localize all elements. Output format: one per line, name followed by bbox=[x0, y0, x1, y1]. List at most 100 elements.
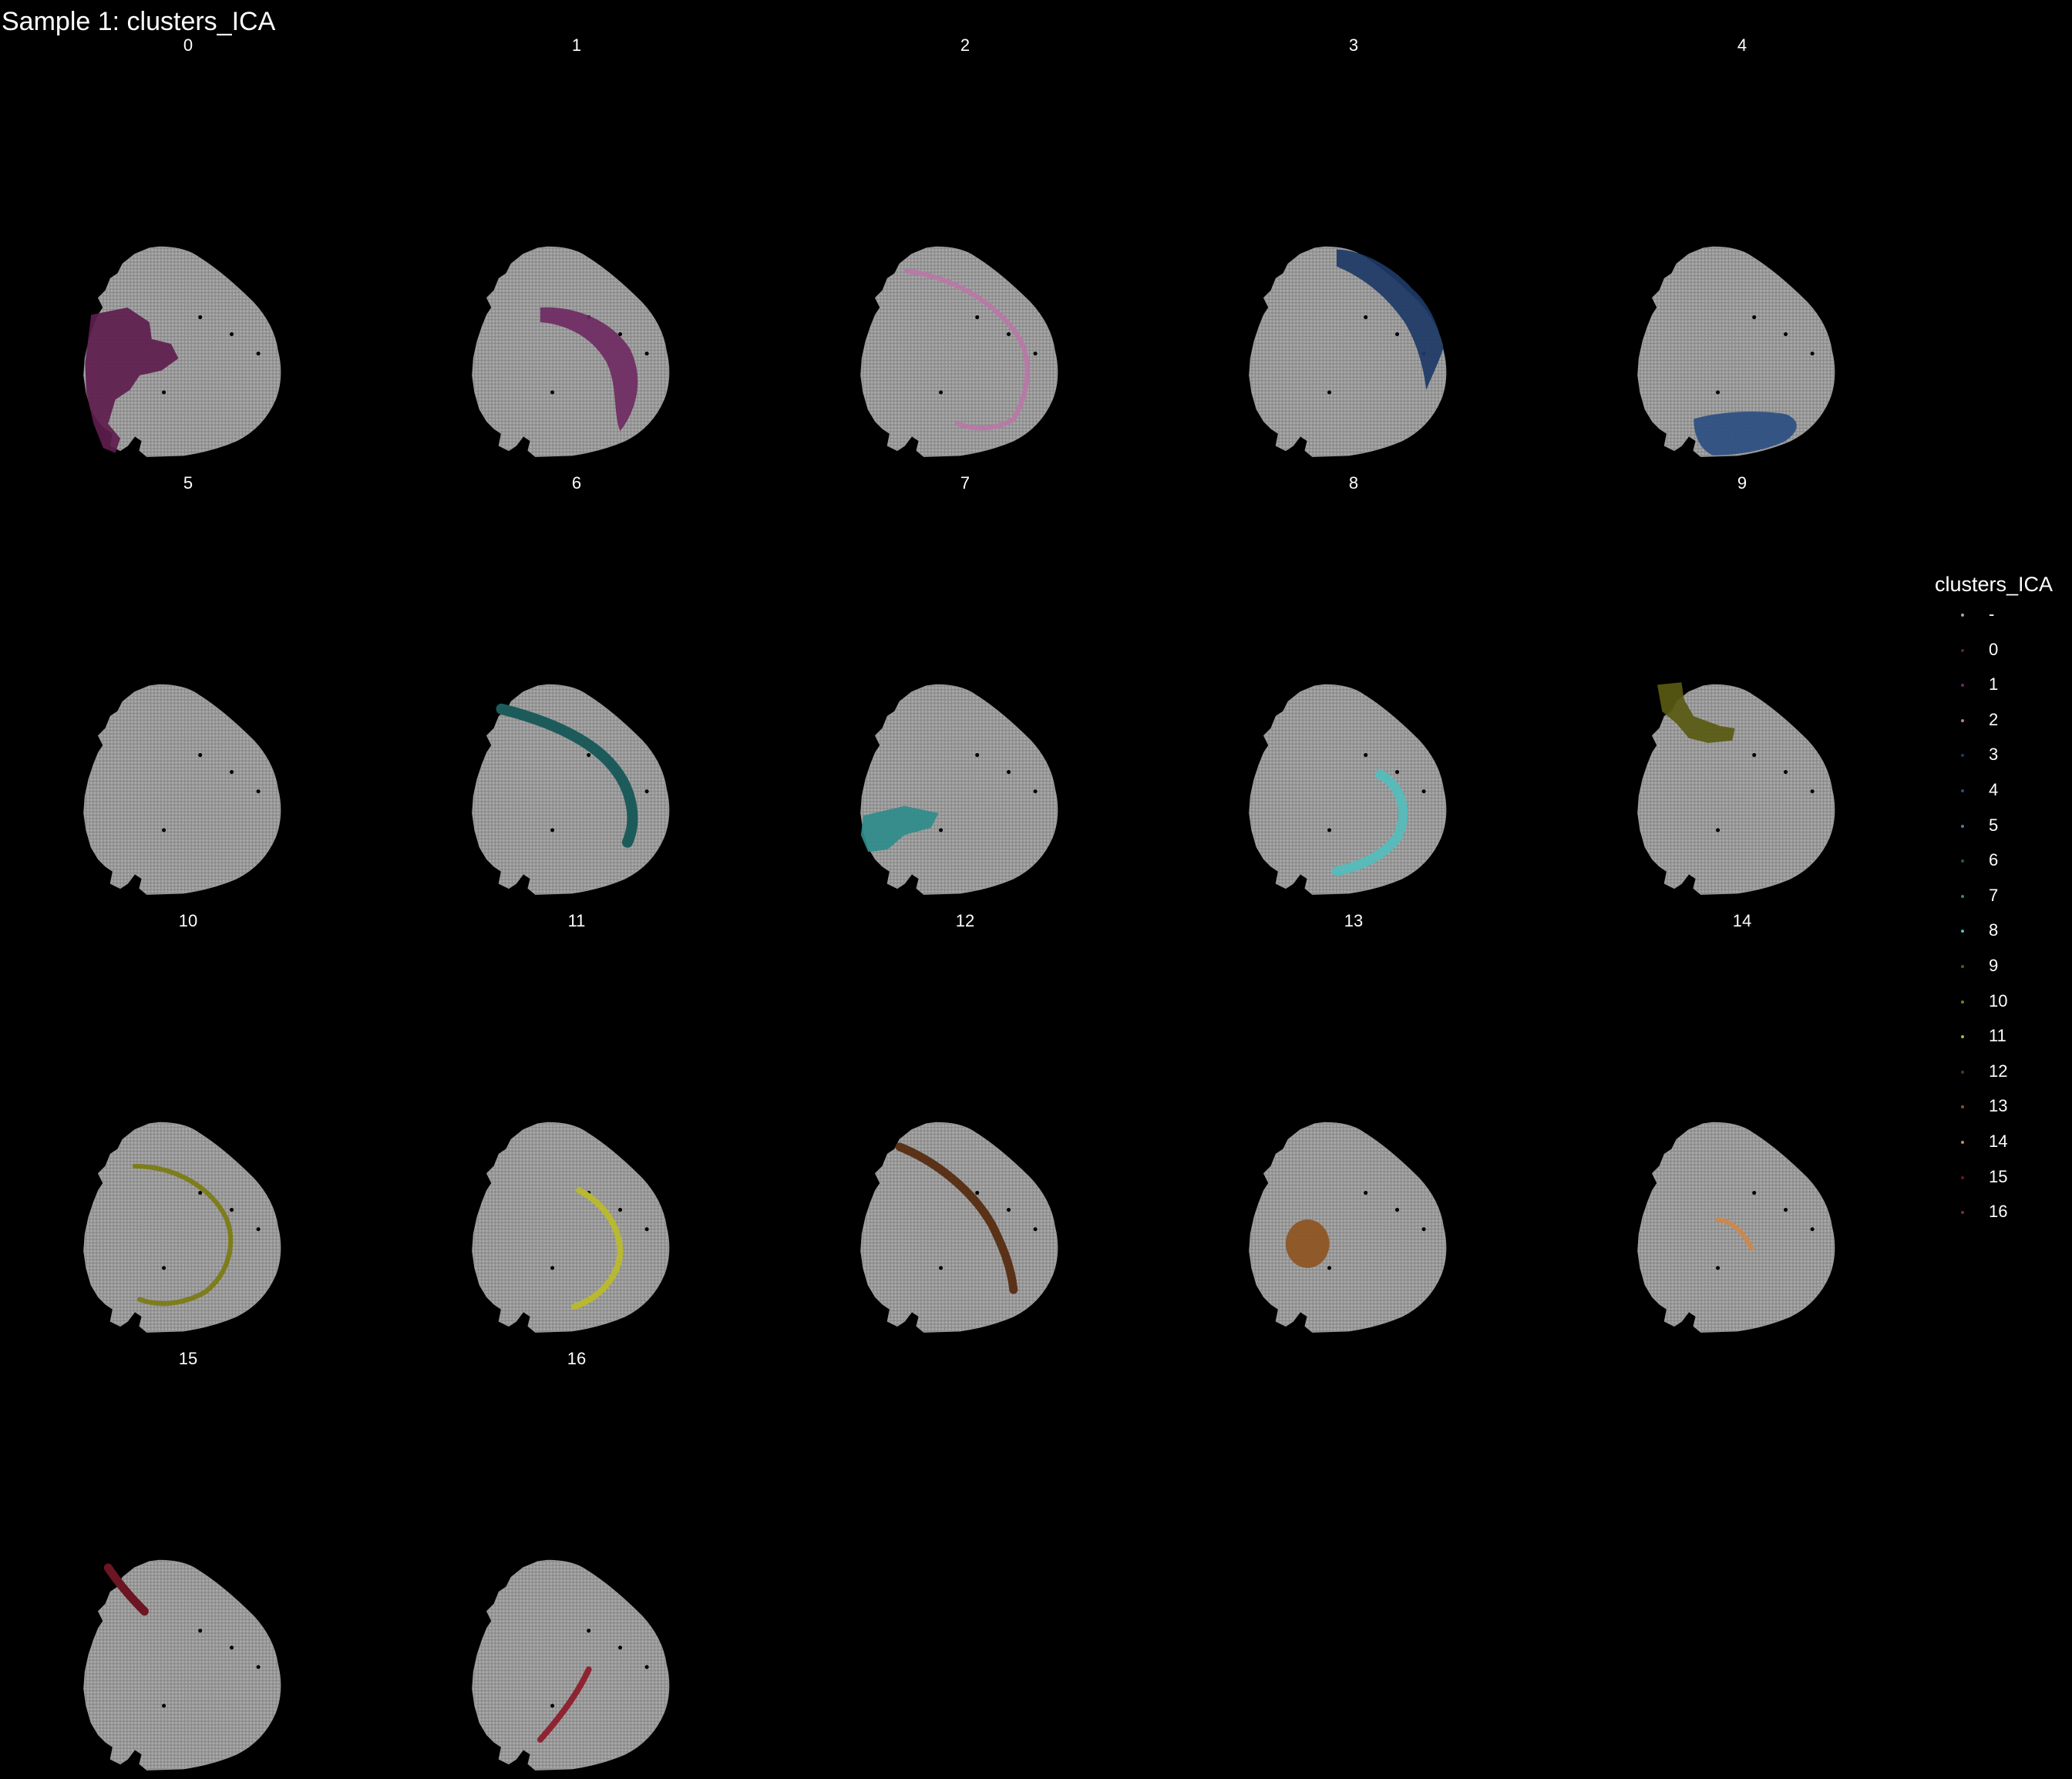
tissue-gap bbox=[1327, 390, 1332, 395]
legend-label: 4 bbox=[1989, 779, 1999, 799]
tissue-plot bbox=[83, 684, 281, 895]
tissue-gap bbox=[939, 1266, 944, 1270]
tissue-plot bbox=[1249, 246, 1447, 457]
facet-label: 7 bbox=[960, 473, 970, 493]
cluster-region-6 bbox=[496, 703, 638, 848]
tissue-section bbox=[860, 1122, 1058, 1333]
legend-key-dot bbox=[1961, 894, 1964, 898]
tissue-plot bbox=[1637, 246, 1835, 457]
tissue-gap bbox=[550, 1703, 555, 1708]
tissue-gap bbox=[256, 1665, 261, 1670]
legend-item: 8 bbox=[1935, 914, 2072, 950]
tissue-gap bbox=[1395, 332, 1400, 337]
legend-key-dot bbox=[1961, 614, 1964, 617]
facet-panel-4: 4 bbox=[1572, 34, 1912, 466]
facet-label: 16 bbox=[567, 1349, 587, 1368]
legend-item: 3 bbox=[1935, 738, 2072, 774]
legend-label: 13 bbox=[1989, 1096, 2008, 1116]
legend-label: 14 bbox=[1989, 1131, 2008, 1151]
tissue-gap bbox=[198, 1191, 203, 1196]
tissue-gap bbox=[939, 390, 944, 395]
tissue-gap bbox=[1033, 351, 1038, 356]
tissue-plot bbox=[472, 1559, 670, 1771]
cluster-region-10 bbox=[132, 1163, 234, 1307]
facet-label: 14 bbox=[1732, 911, 1752, 930]
tissue-section bbox=[83, 1559, 281, 1771]
legend-item: 1 bbox=[1935, 668, 2072, 704]
facet-label: 8 bbox=[1348, 473, 1359, 493]
legend-item: 0 bbox=[1935, 634, 2072, 669]
tissue-plot bbox=[1249, 684, 1447, 895]
facet-label: 12 bbox=[955, 911, 975, 930]
tissue-gap bbox=[618, 332, 623, 337]
tissue-gap bbox=[1327, 828, 1332, 832]
tissue-gap bbox=[198, 315, 203, 320]
tissue-plot bbox=[1637, 1122, 1835, 1333]
facet-label: 9 bbox=[1737, 473, 1747, 493]
tissue-gap bbox=[1784, 332, 1788, 337]
facet-panel-3: 3 bbox=[1184, 34, 1523, 466]
facet-panel-7: 7 bbox=[796, 472, 1135, 903]
tissue-gap bbox=[1033, 1227, 1038, 1232]
facet-label: 6 bbox=[571, 473, 582, 493]
tissue-section bbox=[1249, 246, 1447, 457]
tissue-gap bbox=[198, 753, 203, 758]
legend-key-dot bbox=[1961, 964, 1964, 968]
tissue-gap bbox=[1784, 1208, 1788, 1212]
tissue-gap bbox=[1364, 315, 1368, 320]
legend-item: 13 bbox=[1935, 1090, 2072, 1125]
tissue-section bbox=[472, 246, 670, 457]
tissue-gap bbox=[1327, 1266, 1332, 1270]
tissue-plot bbox=[83, 1122, 281, 1333]
tissue-plot bbox=[472, 246, 670, 457]
cluster-region-2 bbox=[904, 268, 1030, 431]
tissue-gap bbox=[1810, 1227, 1815, 1232]
legend-label: 0 bbox=[1989, 639, 1999, 659]
tissue-section bbox=[472, 1122, 670, 1333]
facet-label: 11 bbox=[567, 911, 586, 930]
cluster-region-4 bbox=[1694, 412, 1797, 456]
legend-key-dot bbox=[1961, 1105, 1964, 1109]
legend-label: 10 bbox=[1989, 990, 2008, 1011]
legend-key-dot bbox=[1961, 648, 1964, 652]
legend-item: 7 bbox=[1935, 879, 2072, 915]
facet-label: 3 bbox=[1348, 35, 1359, 55]
legend-key-dot bbox=[1961, 1035, 1964, 1039]
cluster-region-16 bbox=[536, 1666, 592, 1743]
tissue-gap bbox=[1810, 351, 1815, 356]
tissue-plot bbox=[860, 1122, 1058, 1333]
tissue-section bbox=[1249, 684, 1447, 895]
tissue-plot bbox=[472, 1122, 670, 1333]
tissue-plot bbox=[860, 684, 1058, 895]
cluster-region-15 bbox=[103, 1563, 149, 1616]
tissue-gap bbox=[230, 770, 234, 775]
cluster-region-12 bbox=[895, 1142, 1018, 1294]
tissue-plot bbox=[1249, 1122, 1447, 1333]
tissue-gap bbox=[198, 1629, 203, 1633]
legend-title: clusters_ICA bbox=[1935, 573, 2054, 596]
tissue-gap bbox=[1033, 789, 1038, 794]
facet-label: 2 bbox=[960, 35, 970, 55]
legend-item: 14 bbox=[1935, 1125, 2072, 1161]
tissue-gap bbox=[550, 390, 555, 395]
tissue-gap bbox=[550, 1266, 555, 1270]
legend-key-dot bbox=[1961, 718, 1964, 722]
tissue-section bbox=[1249, 1122, 1447, 1333]
tissue-gap bbox=[256, 351, 261, 356]
tissue-plot bbox=[83, 246, 281, 457]
tissue-section bbox=[1637, 684, 1835, 895]
facet-panel-14: 14 bbox=[1572, 910, 1912, 1341]
legend-label: 6 bbox=[1989, 850, 1999, 870]
tissue-gap bbox=[1810, 789, 1815, 794]
tissue-gap bbox=[256, 1227, 261, 1232]
tissue-gap bbox=[1007, 770, 1011, 775]
tissue-gap bbox=[162, 1266, 166, 1270]
legend-item: 9 bbox=[1935, 950, 2072, 985]
legend-label: 5 bbox=[1989, 815, 1999, 835]
legend-key-dot bbox=[1961, 1211, 1964, 1215]
facet-panel-11: 11 bbox=[407, 910, 746, 1341]
legend-key-dot bbox=[1961, 1000, 1964, 1004]
tissue-gap bbox=[1752, 1191, 1757, 1196]
legend-key-dot bbox=[1961, 789, 1964, 792]
tissue-gap bbox=[162, 390, 166, 395]
